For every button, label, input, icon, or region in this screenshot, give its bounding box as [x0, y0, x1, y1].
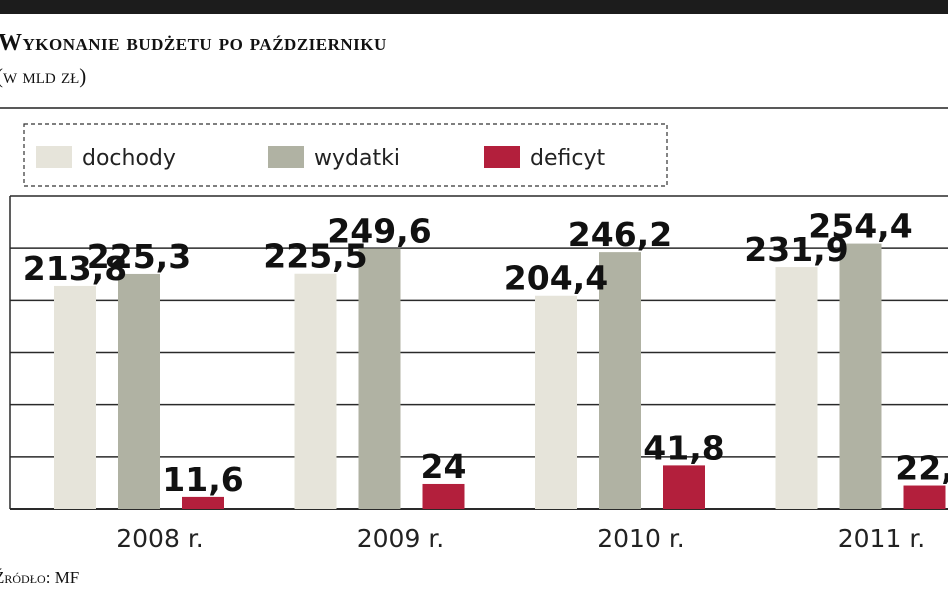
data-label-wydatki-1: 249,6	[327, 212, 431, 251]
data-label-deficyt-2: 41,8	[643, 428, 724, 467]
data-label-deficyt-1: 24	[421, 447, 467, 486]
category-label-0: 2008 r.	[116, 524, 204, 553]
legend-swatch-dochody	[36, 146, 72, 168]
data-label-wydatki-0: 225,3	[87, 237, 191, 276]
category-label-1: 2009 r.	[357, 524, 445, 553]
bar-wydatki-2	[599, 252, 641, 509]
legend-label-dochody: dochody	[82, 146, 176, 171]
bars	[54, 243, 946, 510]
data-label-dochody-1: 225,5	[263, 237, 367, 276]
legend-swatch-wydatki	[268, 146, 304, 168]
legend: dochody wydatki deficyt	[23, 123, 668, 187]
bar-deficyt-3	[903, 485, 946, 509]
source-note: Źródło: MF	[0, 568, 80, 587]
data-label-dochody-2: 204,4	[504, 259, 608, 298]
legend-swatch-deficyt	[484, 146, 520, 168]
data-label-dochody-0: 213,8	[23, 249, 127, 288]
chart-subtitle: (w mld zł)	[0, 64, 87, 88]
bar-deficyt-0	[182, 496, 224, 509]
bar-wydatki-0	[118, 273, 160, 509]
bar-deficyt-1	[422, 483, 465, 509]
bar-dochody-2	[535, 295, 577, 509]
data-label-wydatki-2: 246,2	[568, 215, 672, 254]
bar-wydatki-3	[839, 243, 882, 510]
data-label-deficyt-0: 11,6	[162, 460, 243, 499]
chart-title: Wykonanie budżetu po październiku	[0, 30, 387, 56]
top-bar	[0, 0, 948, 14]
bar-dochody-1	[294, 273, 337, 509]
legend-box	[23, 123, 668, 187]
data-label-dochody-3: 231,9	[744, 230, 848, 269]
bar-dochody-3	[775, 267, 818, 509]
bar-wydatki-1	[358, 248, 401, 510]
category-label-2: 2010 r.	[597, 524, 685, 553]
legend-label-deficyt: deficyt	[530, 146, 605, 171]
bar-dochody-0	[54, 285, 96, 509]
category-labels: 2008 r. 2009 r. 2010 r. 2011 r.	[116, 524, 925, 553]
bar-deficyt-2	[663, 465, 705, 509]
category-label-3: 2011 r.	[838, 524, 926, 553]
data-label-wydatki-3: 254,4	[808, 207, 912, 246]
legend-label-wydatki: wydatki	[314, 146, 400, 171]
data-label-deficyt-3: 22,	[895, 449, 948, 488]
